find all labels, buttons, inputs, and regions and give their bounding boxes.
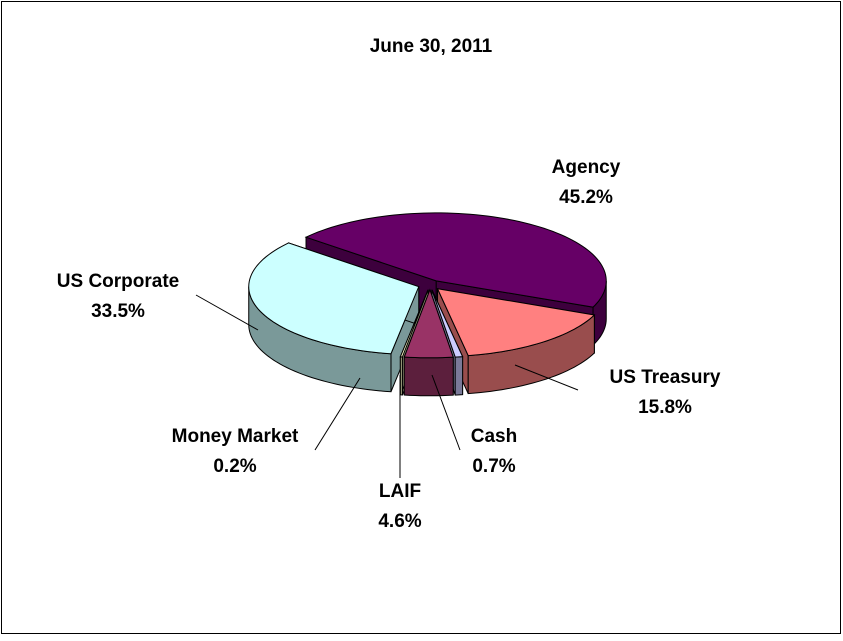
- slice-outer-side: [399, 356, 403, 396]
- slice-label: Money Market: [172, 426, 299, 447]
- slice-top: [399, 289, 429, 358]
- slice-value-label: 15.8%: [638, 397, 692, 418]
- slice-outer-side: [454, 356, 464, 396]
- slice-top: [436, 288, 596, 357]
- slice-label: LAIF: [379, 481, 421, 502]
- slice-label: Agency: [552, 157, 621, 178]
- slice-label: Cash: [471, 426, 517, 447]
- slice-top: [403, 288, 454, 359]
- slice-top: [304, 212, 607, 308]
- slice-outer-side: [403, 356, 454, 397]
- slice-value-label: 0.7%: [472, 456, 515, 477]
- slice: [403, 288, 454, 397]
- leader-line: [431, 374, 461, 451]
- chart-title: June 30, 2011: [370, 36, 493, 57]
- slice-top: [248, 242, 420, 355]
- slice: [248, 242, 420, 393]
- slice-top: [431, 289, 464, 358]
- slice-label: US Treasury: [610, 367, 721, 388]
- leader-line: [195, 294, 259, 331]
- slice-value-label: 33.5%: [91, 301, 145, 322]
- slice-value-label: 0.2%: [213, 456, 256, 477]
- slice-value-label: 4.6%: [378, 511, 421, 532]
- leader-line: [314, 377, 361, 451]
- slice-value-label: 45.2%: [559, 187, 613, 208]
- leader-line: [514, 364, 579, 391]
- pie: [248, 212, 607, 397]
- slice-label: US Corporate: [57, 271, 179, 292]
